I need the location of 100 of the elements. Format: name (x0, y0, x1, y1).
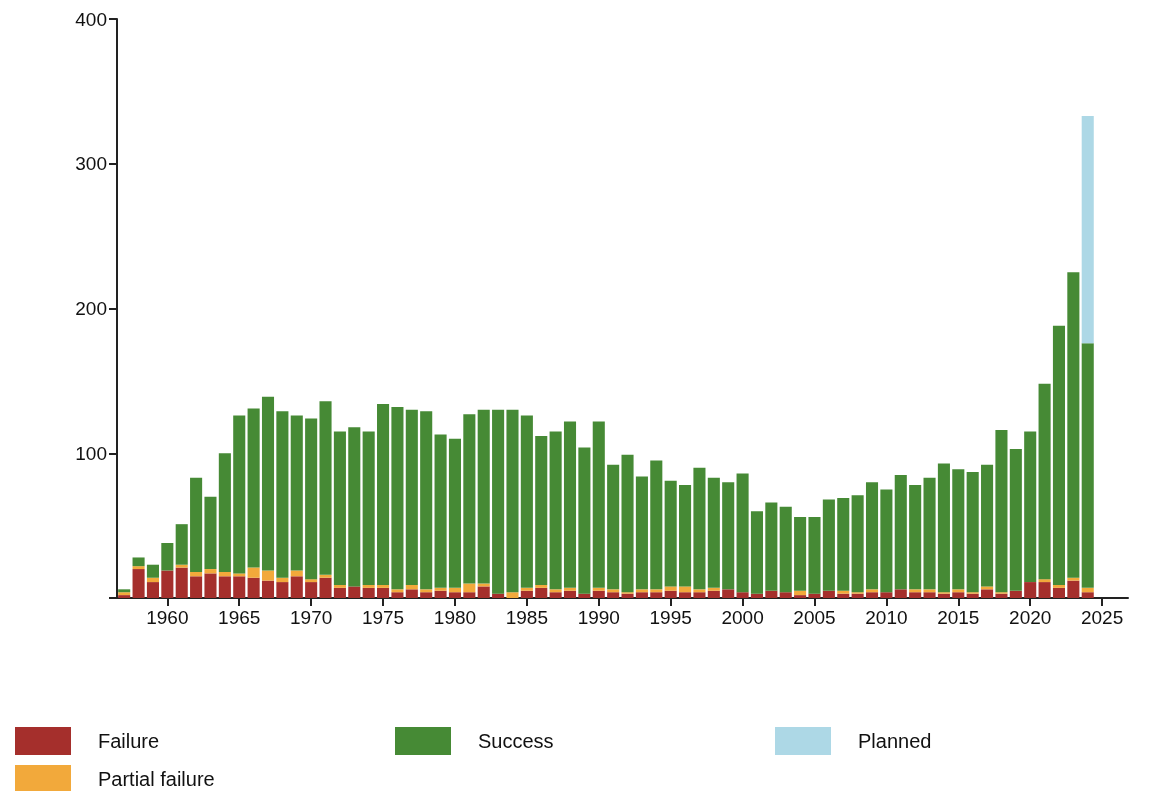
bar (679, 485, 692, 587)
bar (779, 506, 792, 593)
bar (607, 589, 620, 593)
bar (305, 418, 318, 580)
bar (607, 464, 620, 590)
bar (650, 592, 663, 598)
bar (549, 589, 562, 593)
bar (535, 587, 548, 598)
bar (175, 524, 188, 565)
bar (492, 593, 505, 598)
bar (822, 590, 835, 598)
bar (520, 415, 533, 588)
bar (549, 592, 562, 598)
bar (707, 590, 720, 598)
bar (1009, 448, 1022, 591)
bar (146, 577, 159, 583)
bar (650, 460, 663, 590)
x-tick-label: 1990 (577, 607, 620, 628)
y-tick-label: 400 (75, 8, 107, 30)
bar (362, 587, 375, 598)
bar (1081, 587, 1094, 593)
bar (1038, 383, 1051, 580)
bar (247, 577, 260, 598)
bar (161, 543, 174, 571)
bar (952, 469, 965, 590)
bar (865, 482, 879, 590)
x-tick-label: 2020 (1009, 607, 1052, 628)
x-tick-label: 1960 (146, 607, 189, 628)
bar (1081, 343, 1094, 588)
bar (794, 595, 807, 598)
bar (1081, 592, 1094, 598)
bar (549, 431, 562, 590)
bar (319, 577, 332, 598)
bar (204, 496, 217, 570)
bar (952, 592, 965, 598)
x-tick-label: 1980 (433, 607, 477, 628)
bar (1024, 431, 1037, 583)
bar (909, 589, 922, 593)
bar (1081, 115, 1094, 344)
bar (923, 477, 936, 590)
bar (434, 587, 447, 591)
bar (348, 586, 361, 598)
bar (261, 580, 275, 598)
bar (851, 593, 864, 598)
bar (477, 586, 490, 598)
bar (405, 409, 418, 585)
bar (261, 570, 275, 581)
bar (175, 567, 188, 598)
x-tick-label: 1970 (290, 607, 333, 628)
bar (1024, 582, 1037, 598)
bar (276, 411, 289, 578)
bar (420, 411, 433, 590)
bar (837, 593, 850, 598)
bar (405, 589, 418, 598)
bar (218, 453, 231, 572)
x-tick-label: 1975 (361, 607, 405, 628)
bar (305, 579, 318, 583)
legend-label: Partial failure (98, 768, 215, 790)
legend-label: Planned (858, 730, 932, 752)
bar (981, 586, 994, 590)
bar (923, 589, 936, 593)
bar (635, 592, 648, 598)
bar (247, 408, 260, 568)
bar (1052, 584, 1066, 588)
bar (233, 576, 246, 598)
bar (981, 589, 994, 598)
bar (448, 592, 461, 598)
bar (1009, 590, 1022, 598)
bar (563, 421, 577, 588)
bar (391, 589, 404, 593)
bar (736, 473, 749, 593)
bar (506, 409, 519, 593)
bar (434, 590, 447, 598)
bar (937, 463, 950, 593)
bar (722, 482, 735, 590)
legend-label: Success (478, 730, 554, 752)
legend-label: Failure (98, 730, 160, 752)
bar (535, 584, 548, 588)
bar (837, 590, 850, 594)
bar (132, 566, 145, 570)
bar (333, 584, 346, 588)
bar (448, 438, 461, 588)
bar (794, 516, 807, 591)
bar (865, 589, 879, 593)
bar (621, 593, 634, 598)
bar (190, 571, 203, 577)
bar (362, 584, 375, 588)
bar (290, 576, 303, 598)
bar (405, 584, 418, 590)
bar (909, 592, 922, 598)
bar (377, 404, 390, 585)
bar (520, 590, 533, 598)
bar (190, 477, 203, 572)
bar (635, 476, 648, 590)
bar (635, 589, 648, 593)
y-tick-label: 100 (75, 442, 107, 464)
bar (894, 589, 907, 598)
bar (146, 564, 159, 578)
bar (592, 587, 605, 591)
bar (722, 589, 735, 598)
